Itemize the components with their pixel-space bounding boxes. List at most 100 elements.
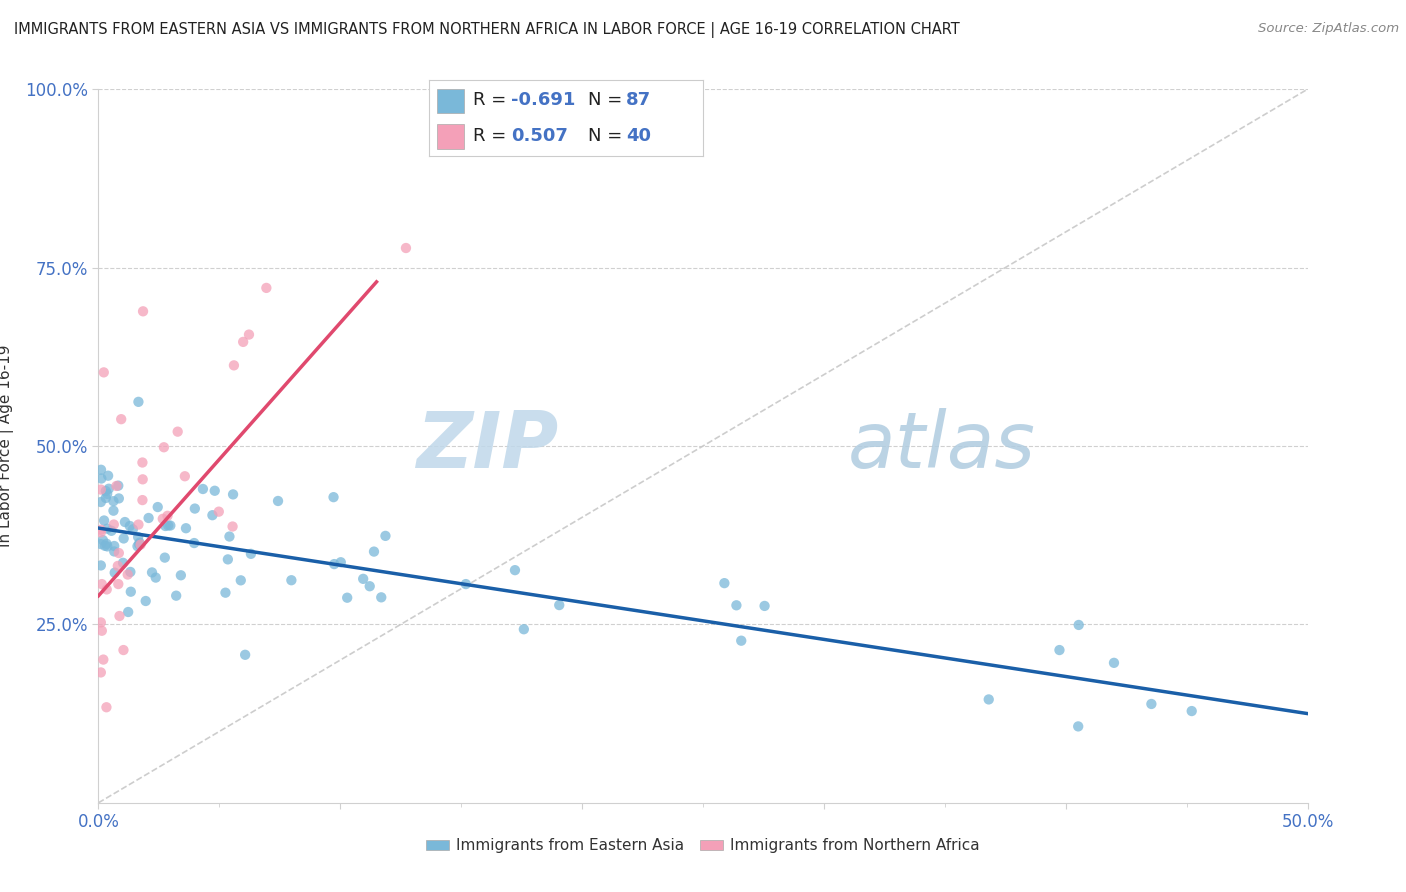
Point <box>165 589 187 603</box>
Point <box>110 412 132 426</box>
Point <box>100 524 122 538</box>
Point <box>97 482 120 496</box>
Point <box>91 652 114 666</box>
Point <box>90 471 112 485</box>
Point <box>97 468 120 483</box>
Point <box>145 571 167 585</box>
Text: 0.507: 0.507 <box>512 127 568 145</box>
Point <box>395 241 418 255</box>
Point <box>153 440 176 454</box>
Point <box>370 591 392 605</box>
Point <box>280 573 302 587</box>
Text: R =: R = <box>472 127 512 145</box>
Point <box>232 334 254 349</box>
Point <box>562 103 585 118</box>
Point <box>713 576 735 591</box>
Point <box>1140 697 1163 711</box>
Point <box>96 537 118 551</box>
Point <box>155 519 177 533</box>
Point <box>107 577 129 591</box>
Point <box>267 494 290 508</box>
Point <box>153 550 176 565</box>
Point <box>135 594 157 608</box>
Point <box>540 103 562 118</box>
Point <box>120 584 142 599</box>
Point <box>322 490 344 504</box>
Point <box>229 574 252 588</box>
Legend: Immigrants from Eastern Asia, Immigrants from Northern Africa: Immigrants from Eastern Asia, Immigrants… <box>420 832 986 859</box>
Point <box>90 615 112 630</box>
Point <box>141 566 163 580</box>
Point <box>238 327 260 342</box>
Point <box>90 624 112 638</box>
Point <box>90 525 112 540</box>
Text: R =: R = <box>472 91 512 109</box>
Point <box>191 482 214 496</box>
Point <box>239 547 262 561</box>
Point <box>254 281 277 295</box>
Point <box>1181 704 1204 718</box>
Point <box>94 483 117 498</box>
Point <box>132 304 155 318</box>
Point <box>112 643 135 657</box>
Point <box>93 514 115 528</box>
Point <box>157 518 180 533</box>
Point <box>129 538 152 552</box>
Point <box>977 692 1000 706</box>
Point <box>112 532 135 546</box>
Text: 87: 87 <box>626 91 651 109</box>
Point <box>114 515 136 529</box>
Point <box>90 577 112 591</box>
Point <box>94 491 117 505</box>
Point <box>120 565 142 579</box>
Point <box>548 598 571 612</box>
Point <box>127 395 149 409</box>
Point <box>513 622 536 636</box>
Point <box>118 519 141 533</box>
Point <box>173 469 195 483</box>
Text: -0.691: -0.691 <box>512 91 575 109</box>
Point <box>108 546 131 560</box>
Point <box>90 483 112 497</box>
Point <box>91 533 114 547</box>
Text: Source: ZipAtlas.com: Source: ZipAtlas.com <box>1258 22 1399 36</box>
Point <box>105 479 128 493</box>
Point <box>184 501 207 516</box>
Point <box>503 563 526 577</box>
Point <box>1067 618 1090 632</box>
Point <box>96 522 118 536</box>
Point <box>183 536 205 550</box>
Point <box>127 530 149 544</box>
Point <box>128 535 150 549</box>
Text: IMMIGRANTS FROM EASTERN ASIA VS IMMIGRANTS FROM NORTHERN AFRICA IN LABOR FORCE |: IMMIGRANTS FROM EASTERN ASIA VS IMMIGRAN… <box>14 22 960 38</box>
Point <box>112 556 135 570</box>
Point <box>103 544 125 558</box>
Point <box>170 568 193 582</box>
Point <box>96 582 118 597</box>
Point <box>1049 643 1071 657</box>
Point <box>127 539 149 553</box>
Point <box>1067 719 1090 733</box>
Point <box>352 572 374 586</box>
Text: 40: 40 <box>626 127 651 145</box>
Point <box>94 539 117 553</box>
Point <box>359 579 381 593</box>
FancyBboxPatch shape <box>437 124 464 149</box>
Point <box>725 599 748 613</box>
Point <box>138 511 160 525</box>
Text: ZIP: ZIP <box>416 408 558 484</box>
Point <box>128 537 150 551</box>
Point <box>117 567 139 582</box>
Point <box>323 557 346 571</box>
Point <box>90 537 112 551</box>
Text: N =: N = <box>588 127 628 145</box>
Point <box>131 456 153 470</box>
Point <box>166 425 188 439</box>
Point <box>336 591 359 605</box>
Point <box>159 518 181 533</box>
Point <box>1102 656 1125 670</box>
Point <box>214 585 236 599</box>
Point <box>96 700 118 714</box>
Point <box>730 633 752 648</box>
Point <box>121 522 143 536</box>
